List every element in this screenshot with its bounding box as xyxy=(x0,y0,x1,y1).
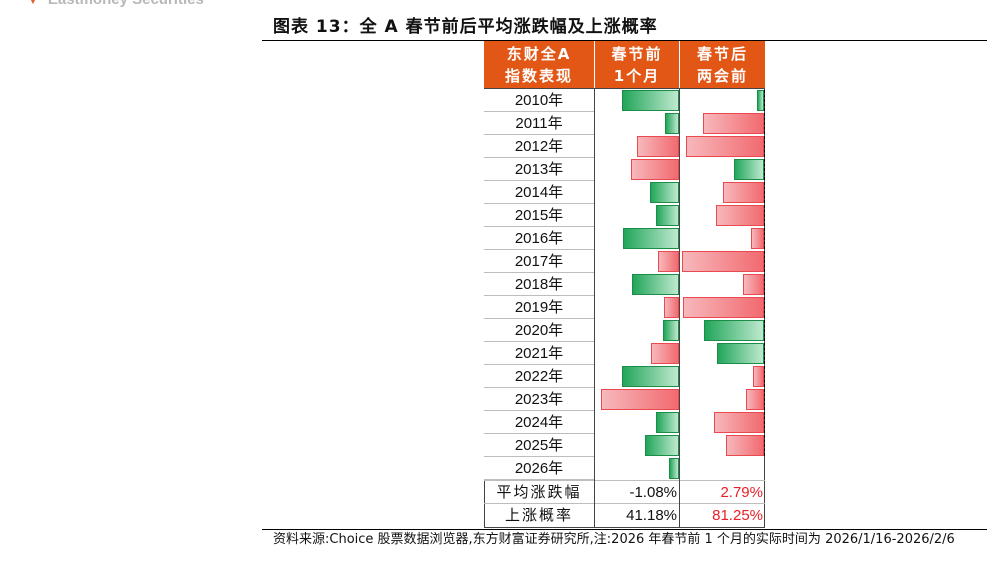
bar-zero-tick xyxy=(764,366,765,387)
bar-before-festival xyxy=(664,297,679,318)
header-before-festival: 春节前 1个月 xyxy=(595,41,679,88)
bar-after-festival xyxy=(743,274,764,295)
performance-table: 东财全A 指数表现 春节前 1个月 春节后 两会前 2010年 2011年 2012… xyxy=(484,40,765,529)
bar-zero-tick xyxy=(764,205,765,226)
bar-after-festival xyxy=(733,159,764,180)
year-label: 2015年 xyxy=(484,204,594,227)
bar-zero-tick xyxy=(764,343,765,364)
bar-zero-tick xyxy=(764,159,765,180)
bar-zero-tick xyxy=(764,136,765,157)
year-label: 2012年 xyxy=(484,135,594,158)
bar-zero-tick xyxy=(764,90,765,111)
bar-before-festival xyxy=(662,320,679,341)
brand-mark-icon: ▼ xyxy=(28,0,38,7)
brand-watermark: ▼ Eastmoney Securities xyxy=(28,0,204,8)
bar-before-festival xyxy=(651,343,679,364)
title-rule xyxy=(262,40,987,41)
header-after-line1: 春节后 xyxy=(696,45,748,63)
column-divider-1 xyxy=(594,88,595,528)
summary-before-value: -1.08% xyxy=(595,480,679,503)
bar-after-festival xyxy=(682,297,764,318)
header-before-line2: 1个月 xyxy=(613,67,661,85)
year-label: 2014年 xyxy=(484,181,594,204)
bar-before-festival xyxy=(601,389,679,410)
year-label: 2018年 xyxy=(484,273,594,296)
bar-zero-tick xyxy=(764,228,765,249)
bar-after-festival xyxy=(717,343,764,364)
year-label: 2025年 xyxy=(484,434,594,457)
bar-before-festival xyxy=(631,274,679,295)
header-before-line1: 春节前 xyxy=(611,45,663,63)
bar-before-festival xyxy=(655,205,679,226)
bar-zero-tick xyxy=(764,412,765,433)
header-after-line2: 两会前 xyxy=(696,67,748,85)
bar-zero-tick xyxy=(764,320,765,341)
source-rule xyxy=(262,529,987,530)
year-label: 2022年 xyxy=(484,365,594,388)
bar-zero-tick xyxy=(764,274,765,295)
summary-after-value: 81.25% xyxy=(680,503,765,526)
summary-label: 上涨概率 xyxy=(484,503,594,526)
bar-after-festival xyxy=(725,435,764,456)
figure-title: 图表 13：全 A 春节前后平均涨跌幅及上涨概率 xyxy=(273,17,658,37)
bar-zero-tick xyxy=(764,389,765,410)
column-divider-2 xyxy=(679,88,680,528)
header-index: 东财全A 指数表现 xyxy=(484,41,594,88)
bar-before-festival xyxy=(656,412,679,433)
bar-after-festival xyxy=(723,182,764,203)
year-label: 2017年 xyxy=(484,250,594,273)
brand-name: Eastmoney Securities xyxy=(48,0,204,8)
source-note: 资料来源:Choice 股票数据浏览器,东方财富证券研究所,注:2026 年春节… xyxy=(273,532,955,547)
bar-after-festival xyxy=(703,320,764,341)
bar-after-festival xyxy=(745,389,764,410)
bar-before-festival xyxy=(644,435,679,456)
bar-after-festival xyxy=(757,90,764,111)
year-label: 2013年 xyxy=(484,158,594,181)
year-label: 2020年 xyxy=(484,319,594,342)
year-label: 2016年 xyxy=(484,227,594,250)
summary-before-value: 41.18% xyxy=(595,503,679,526)
year-label: 2024年 xyxy=(484,411,594,434)
year-label: 2026年 xyxy=(484,457,594,480)
bar-zero-tick xyxy=(764,297,765,318)
header-index-line1: 东财全A xyxy=(506,45,572,63)
year-label: 2021年 xyxy=(484,342,594,365)
bar-after-festival xyxy=(716,205,764,226)
bar-after-festival xyxy=(750,228,764,249)
bar-after-festival xyxy=(714,412,764,433)
bar-before-festival xyxy=(621,366,679,387)
bar-before-festival xyxy=(622,90,679,111)
bar-zero-tick xyxy=(764,251,765,272)
header-index-line2: 指数表现 xyxy=(504,67,573,85)
bar-after-festival xyxy=(685,136,764,157)
header-after-festival: 春节后 两会前 xyxy=(680,41,765,88)
bar-after-festival xyxy=(752,366,764,387)
bar-zero-tick xyxy=(764,113,765,134)
year-label: 2010年 xyxy=(484,89,594,112)
bar-before-festival xyxy=(658,251,679,272)
summary-after-value: 2.79% xyxy=(680,480,765,503)
bar-before-festival xyxy=(630,159,679,180)
bar-before-festival xyxy=(665,113,679,134)
bar-before-festival xyxy=(669,458,679,479)
year-label: 2019年 xyxy=(484,296,594,319)
bar-before-festival xyxy=(623,228,679,249)
bar-zero-tick xyxy=(764,435,765,456)
year-label: 2023年 xyxy=(484,388,594,411)
summary-label: 平均涨跌幅 xyxy=(484,480,594,503)
bar-after-festival xyxy=(703,113,764,134)
bar-zero-tick xyxy=(764,182,765,203)
bar-before-festival xyxy=(636,136,679,157)
year-label: 2011年 xyxy=(484,112,594,135)
bar-after-festival xyxy=(682,251,764,272)
bar-before-festival xyxy=(649,182,679,203)
